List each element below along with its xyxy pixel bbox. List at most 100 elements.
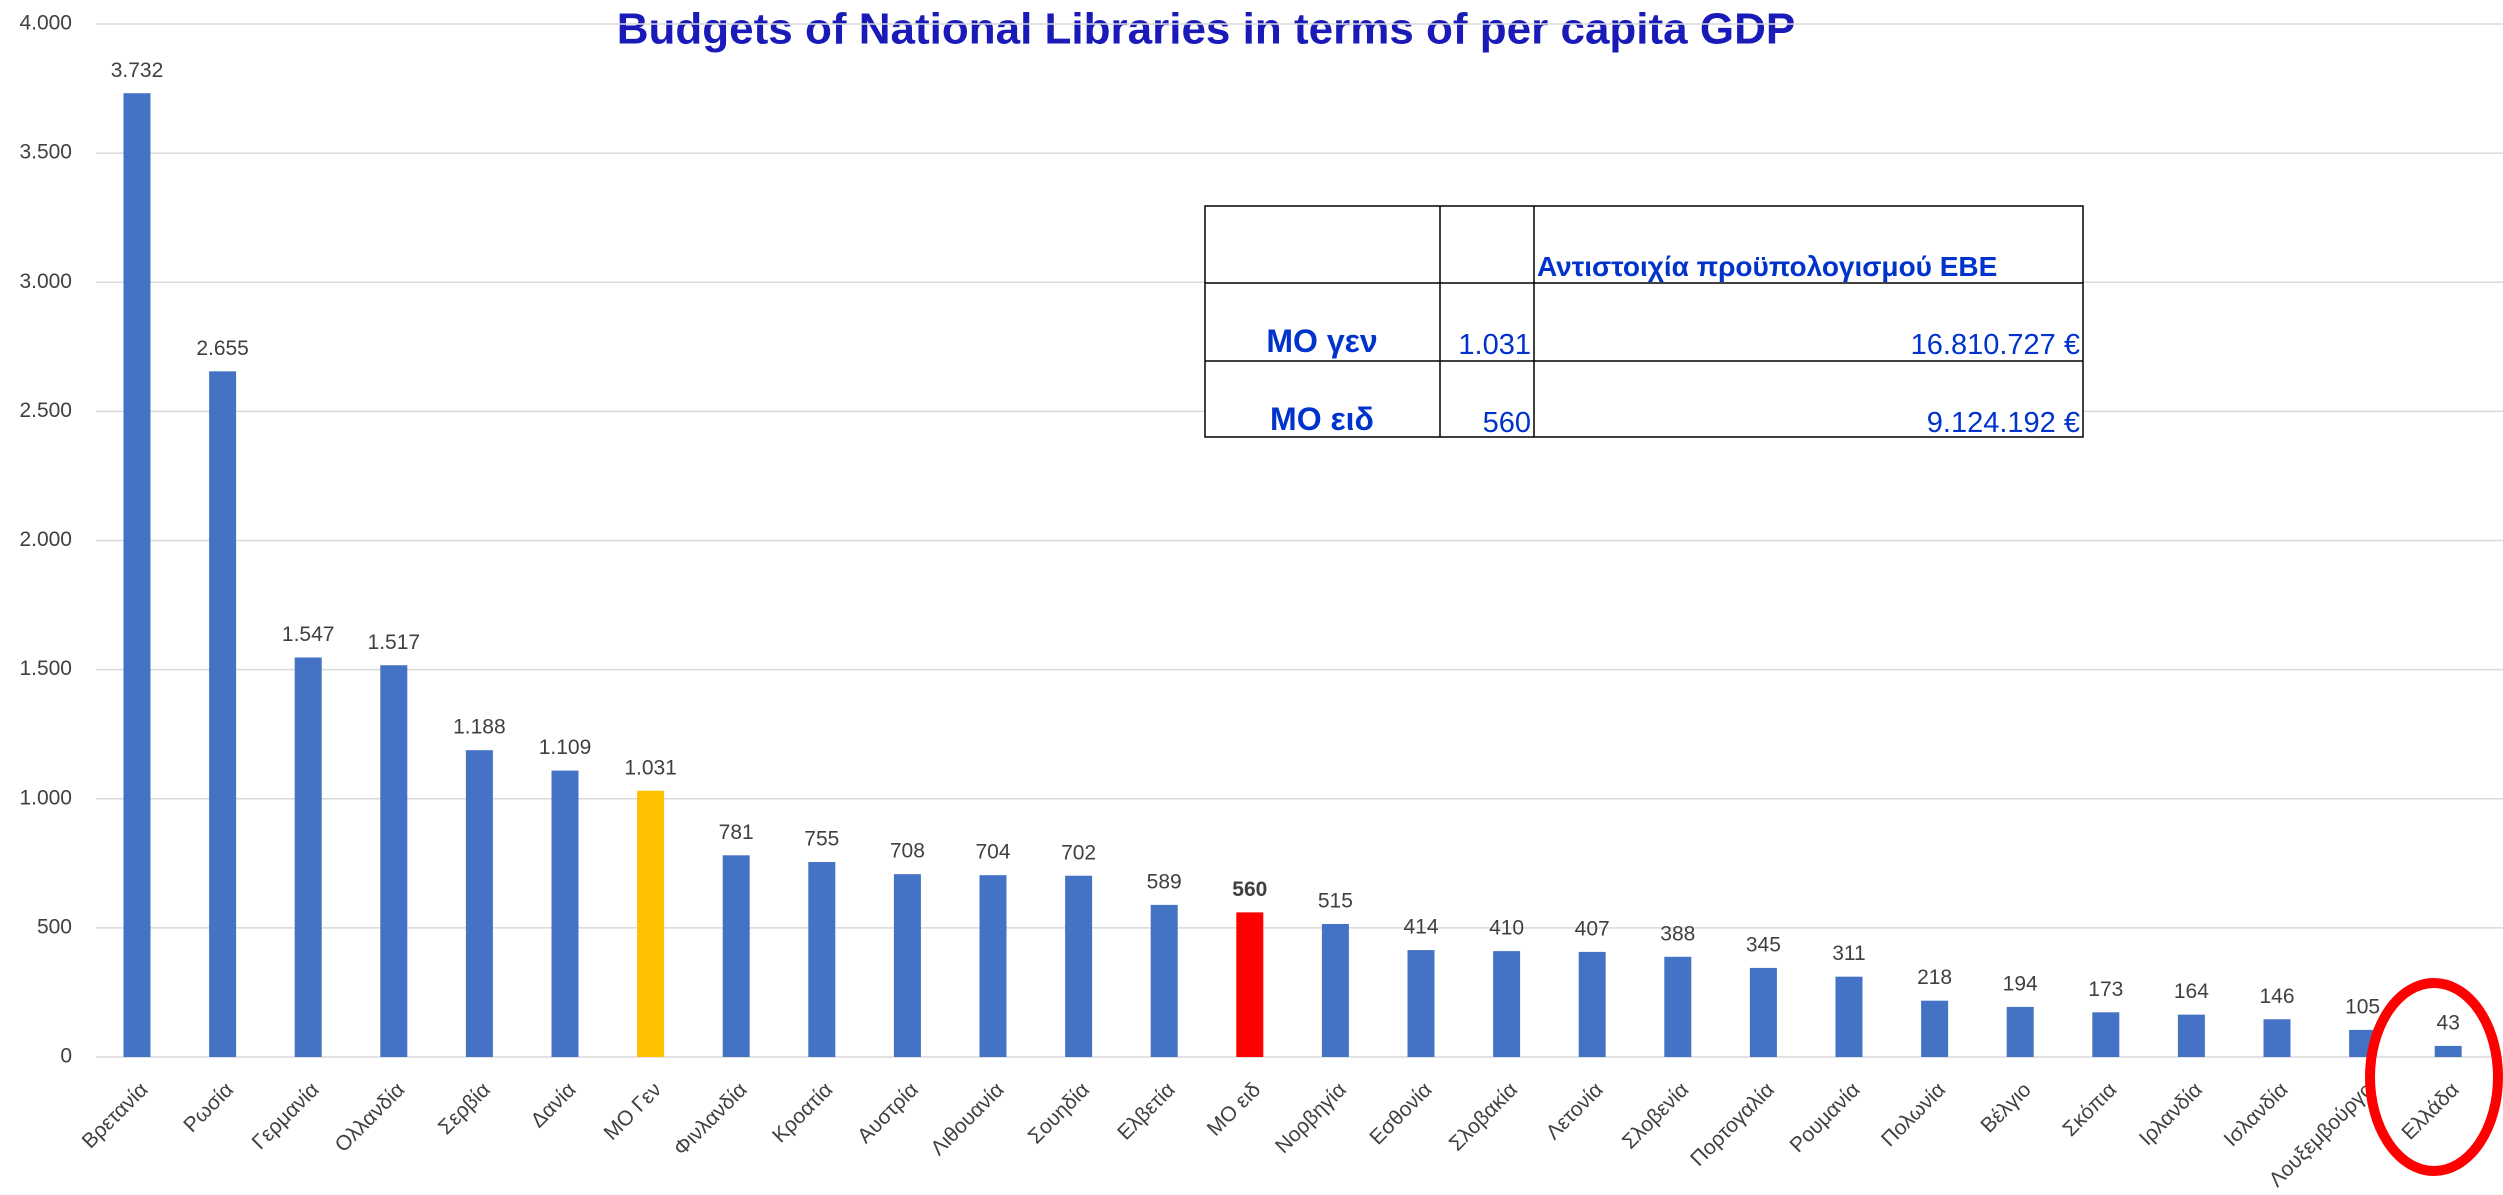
- x-tick-label: Νορβηγία: [1271, 1078, 1351, 1158]
- x-tick-label: ΜΟ ειδ: [1203, 1078, 1266, 1141]
- value-label: 414: [1403, 916, 1438, 939]
- value-label: 1.109: [539, 736, 592, 759]
- x-tick-label: Λιθουανία: [926, 1078, 1008, 1160]
- bar: [209, 371, 237, 1057]
- y-tick-label: 500: [37, 915, 72, 938]
- x-tick-label: Φινλανδία: [669, 1078, 751, 1160]
- value-label: 2.655: [196, 337, 249, 360]
- value-label: 1.517: [368, 631, 421, 654]
- table-cell: 560: [1483, 407, 1531, 439]
- value-label: 589: [1147, 870, 1182, 893]
- value-label: 781: [719, 821, 754, 844]
- x-tick-label: Σλοβενία: [1618, 1078, 1693, 1153]
- bar: [551, 770, 579, 1057]
- y-tick-label: 1.500: [19, 657, 72, 680]
- x-tick-label: Ελλάδα: [2397, 1078, 2463, 1144]
- bar: [294, 657, 322, 1057]
- y-tick-label: 3.000: [19, 270, 72, 293]
- y-tick-label: 4.000: [19, 12, 72, 35]
- x-tick-label: Βρετανία: [78, 1078, 153, 1153]
- x-tick-label: Πορτογαλία: [1686, 1078, 1779, 1171]
- table-cell: ΜΟ γεν: [1266, 323, 1377, 359]
- value-label: 388: [1660, 922, 1695, 945]
- bar: [637, 790, 665, 1057]
- bar: [1749, 967, 1777, 1057]
- bar: [2177, 1014, 2205, 1057]
- value-label: 515: [1318, 890, 1353, 913]
- bar: [1921, 1000, 1949, 1057]
- value-label: 407: [1575, 917, 1610, 940]
- x-tick-label: Πολωνία: [1877, 1078, 1950, 1151]
- table-border: [1204, 205, 2084, 438]
- value-label: 105: [2345, 995, 2380, 1018]
- bar: [123, 93, 151, 1057]
- value-label: 194: [2003, 972, 2038, 995]
- bar: [2434, 1045, 2462, 1057]
- bar: [465, 750, 493, 1057]
- y-tick-label: 2.500: [19, 399, 72, 422]
- x-tick-label: ΜΟ Γεν: [600, 1078, 667, 1145]
- table-cell: ΜΟ ειδ: [1270, 401, 1374, 437]
- x-tick-label: Ισλανδία: [2220, 1078, 2293, 1151]
- bar: [1321, 924, 1349, 1057]
- x-tick-label: Γερμανία: [248, 1078, 324, 1154]
- x-tick-label: Σερβία: [434, 1078, 495, 1139]
- value-label: 755: [804, 828, 839, 851]
- bar: [979, 875, 1007, 1057]
- x-tick-label: Δανία: [526, 1078, 580, 1132]
- x-tick-label: Σλοβακία: [1445, 1078, 1522, 1155]
- y-tick-label: 1.000: [19, 786, 72, 809]
- bar: [2092, 1012, 2120, 1057]
- chart-title: Budgets of National Libraries in terms o…: [617, 5, 1795, 54]
- bar: [722, 855, 750, 1057]
- value-label: 704: [975, 841, 1010, 864]
- bar: [2263, 1019, 2291, 1057]
- x-tick-label: Ρωσία: [179, 1078, 238, 1137]
- bar: [1493, 951, 1521, 1057]
- bar: [1150, 904, 1178, 1057]
- value-label: 1.547: [282, 623, 335, 646]
- x-tick-label: Κροατία: [768, 1078, 837, 1147]
- table: Αντιστοιχία προϋπολογισμού ΕΒΕ ΜΟ γεν 1.…: [1204, 205, 2084, 439]
- bar: [1578, 951, 1606, 1057]
- value-label: 560: [1232, 878, 1267, 901]
- highlight-circle: [2365, 978, 2503, 1176]
- x-tick-label: Σουηδία: [1024, 1078, 1094, 1148]
- x-tick-label: Λετονία: [1542, 1078, 1608, 1144]
- y-tick-label: 0: [60, 1045, 72, 1068]
- value-label: 173: [2088, 978, 2123, 1001]
- value-label: 43: [2437, 1011, 2460, 1034]
- table-cell: 1.031: [1458, 329, 1531, 361]
- value-label: 164: [2174, 980, 2209, 1003]
- x-tick-label: Ολλανδία: [331, 1078, 410, 1157]
- x-tick-label: Βέλγιο: [1976, 1078, 2035, 1137]
- value-label: 1.031: [624, 756, 677, 779]
- x-tick-label: Ιρλανδία: [2135, 1078, 2207, 1150]
- value-label: 345: [1746, 933, 1781, 956]
- table-header: Αντιστοιχία προϋπολογισμού ΕΒΕ: [1537, 251, 1997, 282]
- value-label: 1.188: [453, 716, 506, 739]
- bar: [1835, 976, 1863, 1057]
- bar: [893, 874, 921, 1057]
- bar: [1407, 950, 1435, 1057]
- bar: [808, 862, 836, 1057]
- x-tick-label: Ρουμανία: [1785, 1078, 1864, 1157]
- bar: [1065, 875, 1093, 1057]
- value-label: 410: [1489, 917, 1524, 940]
- value-label: 218: [1917, 966, 1952, 989]
- value-label: 3.732: [111, 59, 164, 82]
- bar: [1236, 912, 1264, 1057]
- x-tick-label: Ελβετία: [1113, 1078, 1180, 1145]
- x-tick-label: Εσθονία: [1365, 1078, 1436, 1149]
- bar: [2006, 1006, 2034, 1057]
- value-label: 146: [2259, 985, 2294, 1008]
- y-tick-label: 2.000: [19, 528, 72, 551]
- value-label: 702: [1061, 841, 1096, 864]
- value-label: 311: [1832, 942, 1865, 965]
- y-tick-label: 3.500: [19, 141, 72, 164]
- table-cell: 9.124.192 €: [1927, 407, 2080, 439]
- value-label: 708: [890, 840, 925, 863]
- bar: [1664, 956, 1692, 1057]
- table-cell: 16.810.727 €: [1911, 329, 2080, 361]
